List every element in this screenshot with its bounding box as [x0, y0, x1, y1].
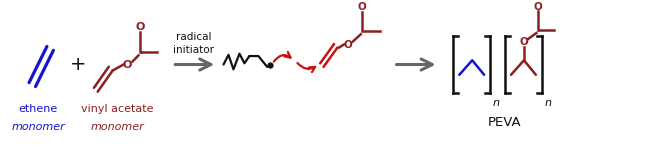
Text: O: O: [344, 40, 353, 50]
Text: O: O: [135, 22, 145, 32]
Text: radical
initiator: radical initiator: [173, 32, 214, 55]
Text: O: O: [358, 2, 367, 12]
Text: O: O: [533, 2, 542, 12]
Text: monomer: monomer: [11, 122, 65, 132]
Text: +: +: [69, 55, 86, 74]
Text: n: n: [492, 98, 500, 108]
Text: vinyl acetate: vinyl acetate: [82, 104, 154, 114]
Text: ethene: ethene: [18, 104, 58, 114]
Text: O: O: [123, 59, 132, 69]
Text: n: n: [544, 98, 551, 108]
Text: monomer: monomer: [91, 122, 145, 132]
Text: PEVA: PEVA: [488, 115, 522, 128]
Text: O: O: [520, 37, 528, 47]
